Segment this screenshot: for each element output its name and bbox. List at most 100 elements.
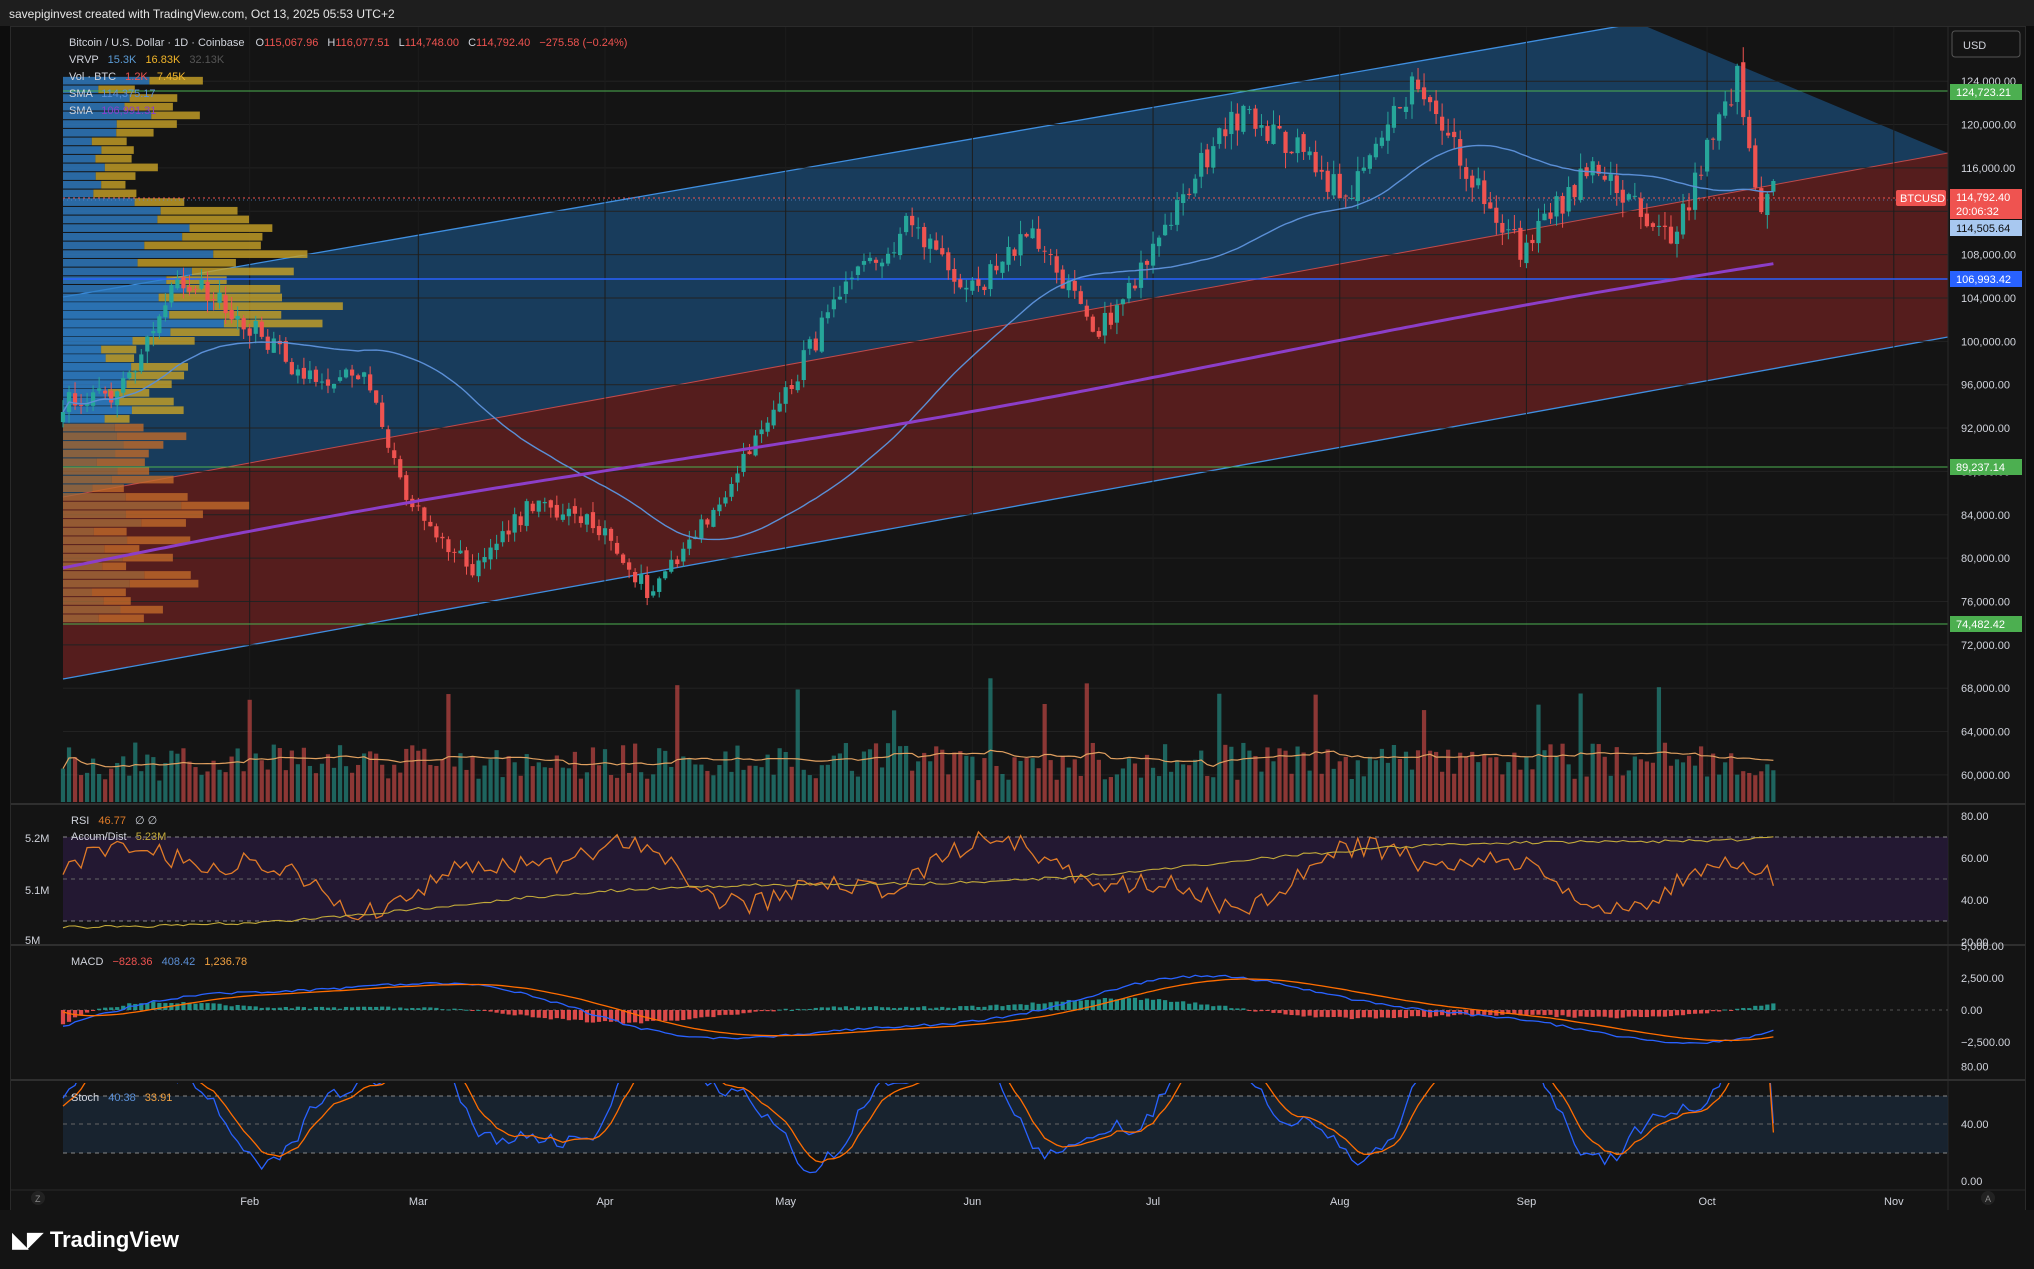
candle-body[interactable]	[1060, 269, 1065, 289]
candle-body[interactable]	[362, 372, 367, 377]
candle-body[interactable]	[548, 500, 553, 508]
candle-body[interactable]	[319, 381, 325, 383]
candle-body[interactable]	[1187, 193, 1192, 195]
candle-body[interactable]	[452, 551, 457, 553]
candle-body[interactable]	[307, 370, 313, 380]
candle-body[interactable]	[1367, 155, 1372, 169]
candle-body[interactable]	[1662, 225, 1668, 227]
candle-body[interactable]	[217, 292, 222, 303]
candle-body[interactable]	[1711, 138, 1716, 140]
candle-body[interactable]	[1686, 207, 1692, 211]
candle-body[interactable]	[759, 429, 764, 435]
candle-body[interactable]	[1114, 305, 1120, 323]
candle-body[interactable]	[169, 285, 174, 303]
candle-body[interactable]	[446, 539, 451, 553]
stoch-pane[interactable]: Stoch 40.38 33.91 80.00 40.00 0.00	[62, 1042, 1989, 1188]
candle-body[interactable]	[1668, 226, 1674, 244]
candle-body[interactable]	[1343, 195, 1348, 197]
candle-body[interactable]	[295, 369, 300, 376]
candle-body[interactable]	[428, 521, 433, 527]
svg-text:SMA 106,991.31[interactable]: SMA 106,991.31	[69, 105, 156, 117]
candle-body[interactable]	[1150, 243, 1156, 266]
candle-body[interactable]	[1199, 152, 1204, 177]
candle-body[interactable]	[554, 504, 559, 518]
candle-body[interactable]	[223, 295, 228, 314]
candle-body[interactable]	[1735, 66, 1740, 102]
candle-body[interactable]	[958, 279, 963, 288]
candle-body[interactable]	[1048, 254, 1053, 256]
candle-body[interactable]	[699, 519, 704, 539]
candle-body[interactable]	[566, 508, 571, 517]
candle-body[interactable]	[1494, 207, 1499, 223]
candle-body[interactable]	[633, 571, 638, 583]
candle-body[interactable]	[1169, 224, 1174, 226]
candles[interactable]	[60, 47, 1776, 606]
macd-pane[interactable]: MACD −828.36 408.42 1,236.78 5,000.00 2,5…	[60, 941, 2010, 1049]
candle-body[interactable]	[898, 233, 903, 256]
candle-body[interactable]	[1650, 223, 1656, 227]
candle-body[interactable]	[1096, 331, 1101, 337]
candle-body[interactable]	[283, 341, 288, 362]
candle-body[interactable]	[747, 451, 752, 455]
candle-body[interactable]	[211, 299, 216, 301]
time-axis-labels[interactable]: Feb Mar Apr May Jun Jul Aug Sep Oct Nov	[240, 1196, 1904, 1208]
candle-body[interactable]	[60, 411, 66, 423]
candle-body[interactable]	[1042, 250, 1047, 252]
candle-body[interactable]	[1193, 178, 1198, 194]
candle-body[interactable]	[1464, 167, 1469, 179]
candle-body[interactable]	[229, 309, 234, 320]
candle-body[interactable]	[729, 484, 734, 497]
candle-body[interactable]	[855, 266, 861, 275]
candle-body[interactable]	[1283, 131, 1288, 153]
candle-body[interactable]	[1235, 113, 1240, 131]
candle-body[interactable]	[1753, 145, 1758, 188]
candle-body[interactable]	[1030, 228, 1035, 239]
candle-body[interactable]	[1759, 188, 1764, 213]
candle-body[interactable]	[982, 286, 987, 291]
candle-body[interactable]	[1379, 137, 1385, 146]
candle-body[interactable]	[723, 497, 728, 504]
candle-body[interactable]	[97, 388, 102, 391]
candle-body[interactable]	[964, 287, 969, 290]
candle-body[interactable]	[1482, 180, 1487, 205]
candle-body[interactable]	[771, 409, 776, 426]
candle-body[interactable]	[970, 280, 975, 291]
candle-body[interactable]	[813, 338, 818, 351]
candle-body[interactable]	[584, 514, 590, 525]
candle-body[interactable]	[1590, 161, 1595, 176]
candle-body[interactable]	[1403, 106, 1409, 112]
candle-body[interactable]	[1572, 185, 1577, 198]
candle-body[interactable]	[1674, 231, 1680, 244]
candle-body[interactable]	[596, 526, 602, 536]
candle-body[interactable]	[657, 578, 662, 592]
candle-body[interactable]	[1488, 202, 1493, 209]
candle-body[interactable]	[1211, 146, 1216, 168]
candle-body[interactable]	[867, 257, 873, 262]
chart-frame[interactable]: Bitcoin / U.S. Dollar · 1D · Coinbase O1…	[10, 26, 2026, 1211]
candle-body[interactable]	[885, 253, 891, 264]
candle-body[interactable]	[494, 543, 499, 551]
candle-body[interactable]	[861, 261, 867, 265]
candle-body[interactable]	[681, 548, 686, 562]
candle-body[interactable]	[1747, 116, 1752, 149]
candle-body[interactable]	[434, 526, 439, 538]
candle-body[interactable]	[1331, 174, 1336, 196]
candle-body[interactable]	[626, 562, 632, 570]
candle-body[interactable]	[1012, 249, 1017, 256]
candle-body[interactable]	[1223, 129, 1228, 137]
candle-body[interactable]	[873, 259, 879, 263]
rsi-pane[interactable]: RSI 46.77 ∅ ∅ Accum/Dist 5.23M 80.00 60.0…	[25, 811, 1989, 949]
candle-body[interactable]	[199, 279, 204, 289]
candle-body[interactable]	[271, 338, 276, 353]
candle-body[interactable]	[259, 321, 264, 337]
candle-body[interactable]	[175, 279, 180, 289]
candle-body[interactable]	[193, 288, 198, 290]
candle-body[interactable]	[205, 281, 210, 301]
candle-body[interactable]	[1349, 198, 1354, 200]
candle-body[interactable]	[416, 505, 421, 507]
candle-body[interactable]	[946, 252, 951, 271]
candle-body[interactable]	[1181, 194, 1186, 204]
candle-body[interactable]	[1277, 125, 1282, 129]
candle-body[interactable]	[1337, 173, 1342, 199]
candle-body[interactable]	[1162, 224, 1168, 236]
